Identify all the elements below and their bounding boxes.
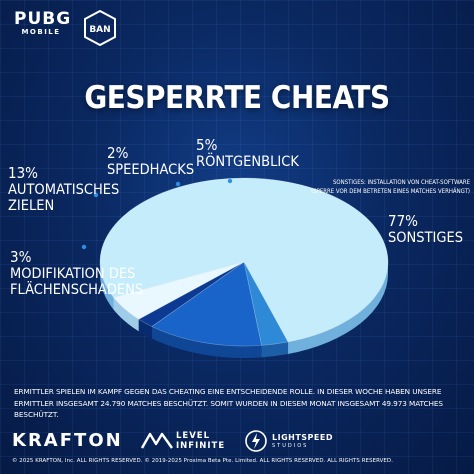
- lightspeed-line-2: STUDIOS: [272, 443, 309, 449]
- pie-slice-speedhacks: [138, 261, 245, 327]
- lightspeed-logo: LIGHTSPEED STUDIOS: [244, 428, 354, 454]
- pie-category-label-modifikation-des-fl-chenschadens-1: MODIFIKATION DES: [10, 266, 135, 282]
- pie-side-walls: [100, 262, 388, 358]
- logo-main-text: PUBG: [14, 9, 72, 29]
- pie-labels: 77%SONSTIGES 3%MODIFIKATION DESFLÄCHENSCH…: [8, 136, 471, 298]
- lightspeed-line-1: LIGHTSPEED: [272, 433, 333, 442]
- pie-side-sonstiges: [100, 262, 114, 310]
- pie-value-label-sonstiges: 77%: [388, 212, 418, 230]
- krafton-logo: KRAFTON: [12, 430, 123, 451]
- chart-annotation-2: (SPERRE VOR DEM BETRETEN EINES MATCHES V…: [311, 188, 470, 195]
- pie-value-label-speedhacks: 2%: [107, 144, 129, 162]
- pie-category-label-r-ntgenblick-1: RÖNTGENBLICK: [196, 152, 299, 170]
- level-line-1: LEVEL: [176, 431, 211, 441]
- level-infinite-logo: LEVEL INFINITE: [140, 428, 240, 454]
- label-dot-r-ntgenblick: [227, 178, 233, 184]
- label-dot-modifikation-des-fl-chenschadens: [81, 244, 87, 250]
- investigator-note: ERMITTLER SPIELEN IM KAMPF GEGEN DAS CHE…: [14, 387, 443, 419]
- pie-value-label-modifikation-des-fl-chenschadens: 3%: [10, 248, 32, 266]
- copyright-text: © 2025 KRAFTON, Inc. ALL RIGHTS RESERVED…: [12, 458, 394, 464]
- pie-side-automatisches-zielen: [151, 326, 262, 358]
- pie-category-label-sonstiges-1: SONSTIGES: [388, 230, 463, 246]
- pie-slice-sonstiges: [99, 177, 389, 343]
- ban-badge-label: BAN: [89, 25, 110, 35]
- pie-category-label-automatisches-zielen-1: AUTOMATISCHES: [8, 182, 119, 198]
- pie-value-label-automatisches-zielen: 13%: [8, 164, 38, 182]
- pie-side-modifikation-des-fl-chenschadens: [261, 341, 289, 358]
- label-dot-speedhacks: [175, 181, 181, 187]
- pie-slice-automatisches-zielen: [151, 261, 262, 347]
- pie-category-label-modifikation-des-fl-chenschadens-2: FLÄCHENSCHADENS: [10, 280, 143, 298]
- pie-slice-modifikation-des-fl-chenschadens: [243, 261, 289, 346]
- pie-side-r-ntgenblick: [113, 297, 139, 332]
- logo-sub-text: MOBILE: [21, 28, 61, 36]
- lightspeed-icon: [245, 430, 267, 452]
- page-title: GESPERRTE CHEATS: [84, 80, 390, 116]
- level-line-2: INFINITE: [176, 441, 226, 451]
- pie-value-label-r-ntgenblick: 5%: [196, 136, 218, 154]
- level-infinite-icon: [140, 432, 173, 449]
- pubg-mobile-logo: PUBG MOBILE: [14, 9, 72, 36]
- label-dot-automatisches-zielen: [93, 192, 99, 198]
- pie-category-label-automatisches-zielen-2: ZIELEN: [8, 198, 54, 214]
- pie-slices: [99, 177, 389, 347]
- pie-slice-r-ntgenblick: [112, 261, 245, 320]
- pie-side-speedhacks: [138, 319, 152, 339]
- footer-logos: KRAFTON LEVEL INFINITE LIGHTSPEED STUDIO…: [12, 428, 462, 454]
- ban-badge-icon: BAN: [84, 10, 116, 46]
- chart-annotation-1: SONSTIGES: INSTALLATION VON CHEAT-SOFTWA…: [333, 179, 471, 186]
- pie-category-label-speedhacks-1: SPEEDHACKS: [107, 162, 194, 178]
- pie-side-sonstiges: [288, 262, 388, 354]
